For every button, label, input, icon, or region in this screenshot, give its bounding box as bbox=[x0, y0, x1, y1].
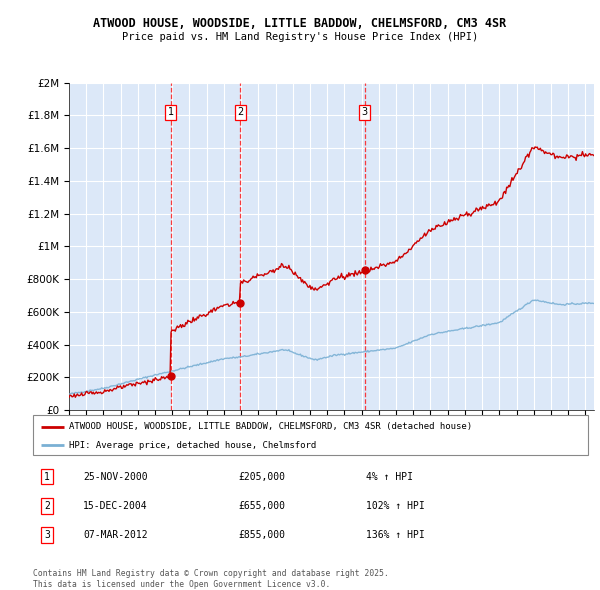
Text: HPI: Average price, detached house, Chelmsford: HPI: Average price, detached house, Chel… bbox=[69, 441, 316, 450]
Text: 3: 3 bbox=[362, 107, 368, 117]
Text: 2: 2 bbox=[238, 107, 244, 117]
Text: 15-DEC-2004: 15-DEC-2004 bbox=[83, 501, 148, 511]
Text: £855,000: £855,000 bbox=[238, 530, 286, 540]
Text: 3: 3 bbox=[44, 530, 50, 540]
Text: 07-MAR-2012: 07-MAR-2012 bbox=[83, 530, 148, 540]
Text: Contains HM Land Registry data © Crown copyright and database right 2025.
This d: Contains HM Land Registry data © Crown c… bbox=[33, 569, 389, 589]
Text: 1: 1 bbox=[44, 471, 50, 481]
Text: £205,000: £205,000 bbox=[238, 471, 286, 481]
Text: £655,000: £655,000 bbox=[238, 501, 286, 511]
Text: 136% ↑ HPI: 136% ↑ HPI bbox=[366, 530, 425, 540]
Text: 1: 1 bbox=[167, 107, 173, 117]
FancyBboxPatch shape bbox=[33, 415, 588, 455]
Text: 2: 2 bbox=[44, 501, 50, 511]
Text: 102% ↑ HPI: 102% ↑ HPI bbox=[366, 501, 425, 511]
Text: Price paid vs. HM Land Registry's House Price Index (HPI): Price paid vs. HM Land Registry's House … bbox=[122, 32, 478, 42]
Text: ATWOOD HOUSE, WOODSIDE, LITTLE BADDOW, CHELMSFORD, CM3 4SR: ATWOOD HOUSE, WOODSIDE, LITTLE BADDOW, C… bbox=[94, 17, 506, 30]
Text: 25-NOV-2000: 25-NOV-2000 bbox=[83, 471, 148, 481]
Text: ATWOOD HOUSE, WOODSIDE, LITTLE BADDOW, CHELMSFORD, CM3 4SR (detached house): ATWOOD HOUSE, WOODSIDE, LITTLE BADDOW, C… bbox=[69, 422, 472, 431]
Text: 4% ↑ HPI: 4% ↑ HPI bbox=[366, 471, 413, 481]
